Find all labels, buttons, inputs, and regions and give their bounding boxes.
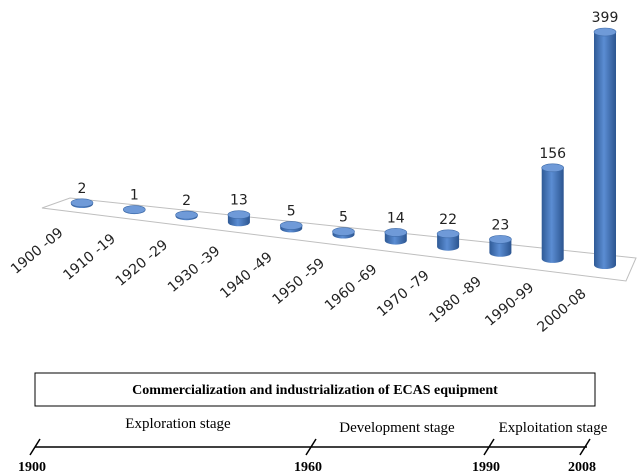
- data-label: 399: [592, 10, 619, 26]
- timeline-tick: [483, 438, 495, 456]
- bar-top: [489, 235, 512, 244]
- x-tick-label: 1920 -29: [113, 237, 172, 290]
- data-label: 13: [230, 193, 248, 209]
- year-label: 2008: [568, 460, 596, 475]
- bar-top: [332, 227, 355, 236]
- bar-body: [594, 32, 616, 269]
- timeline-tick: [305, 438, 317, 456]
- data-label: 2: [182, 193, 191, 209]
- bar: [593, 27, 617, 269]
- bar: [332, 227, 355, 239]
- bar: [384, 228, 408, 245]
- bar-top: [227, 210, 251, 220]
- x-tick-label: 1940 -49: [217, 249, 276, 302]
- timeline-title: Commercialization and industrialization …: [132, 383, 498, 398]
- bar-top: [70, 198, 94, 208]
- x-tick-label: 1960 -69: [322, 261, 381, 314]
- data-label: 23: [491, 217, 509, 233]
- bar-body: [437, 233, 460, 251]
- x-tick-label: 1930 -39: [165, 243, 224, 296]
- year-label: 1900: [18, 460, 46, 475]
- bar-top: [123, 205, 146, 214]
- timeline: Exploration stage Development stage Exploi…: [18, 416, 608, 475]
- stage-label: Exploitation stage: [499, 420, 608, 436]
- stage-label: Exploration stage: [125, 416, 231, 432]
- x-tick-label: 2000-08: [534, 286, 589, 336]
- timeline-tick: [29, 438, 41, 456]
- bar: [541, 163, 565, 263]
- bar-top: [279, 221, 303, 230]
- bar: [175, 210, 198, 221]
- bar-top: [541, 163, 565, 173]
- x-tick-label: 1910 -19: [60, 231, 119, 284]
- data-label: 22: [439, 212, 457, 228]
- bar: [436, 229, 460, 251]
- x-tick-label: 1980 -89: [426, 274, 485, 327]
- year-label: 1990: [472, 460, 500, 475]
- data-label: 14: [387, 210, 405, 226]
- bar: [123, 205, 146, 215]
- timeline-box: [34, 372, 596, 407]
- data-label: 5: [339, 210, 348, 226]
- x-tick-label: 1900 -09: [8, 225, 67, 278]
- bar-top: [384, 228, 408, 237]
- data-label: 2: [78, 181, 87, 197]
- bar: [489, 235, 512, 257]
- data-label: 5: [287, 203, 296, 219]
- bar-body: [541, 167, 564, 263]
- bar: [70, 198, 94, 208]
- stage-label: Development stage: [339, 420, 455, 436]
- bar-body: [489, 239, 512, 257]
- timeline-tick: [579, 438, 591, 456]
- x-tick-label: 1950 -59: [270, 255, 329, 308]
- bars: 2 1 2 13 5 5 14 22 23 156 399: [70, 10, 619, 269]
- x-tick-label: 1990-99: [482, 280, 537, 330]
- x-tick-label: 1970 -79: [374, 268, 433, 321]
- bar-top: [593, 27, 617, 37]
- year-label: 1960: [294, 460, 322, 475]
- bar: [279, 221, 303, 233]
- bar-top: [436, 229, 460, 239]
- bar: [227, 210, 251, 227]
- bar-top: [175, 210, 198, 220]
- data-label: 1: [130, 188, 139, 204]
- data-label: 156: [539, 146, 566, 162]
